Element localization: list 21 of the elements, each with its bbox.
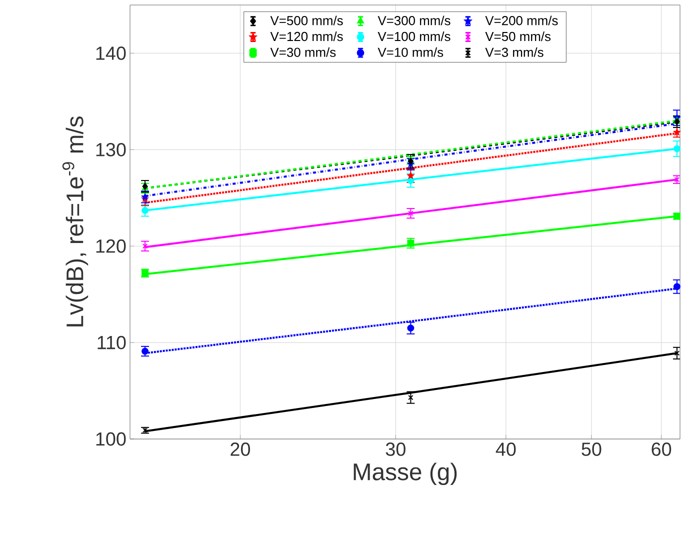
- y-axis-title: Lv(dB), ref=1e$^{-9}$ m/s: [62, 116, 88, 326]
- y-tick-label: 110: [98, 336, 126, 350]
- legend-label: V=120 mm/s: [270, 32, 343, 42]
- x-tick-label: 30: [386, 442, 406, 456]
- legend-label: V=500 mm/s: [270, 16, 343, 26]
- legend-label: V=30 mm/s: [270, 47, 336, 57]
- legend-label: V=3 mm/s: [485, 47, 544, 57]
- legend-label: V=200 mm/s: [485, 16, 558, 26]
- x-tick-label: 20: [230, 442, 250, 456]
- x-tick-label: 60: [652, 442, 672, 456]
- x-axis-title: Masse (g): [354, 462, 457, 486]
- legend-label: V=50 mm/s: [485, 32, 551, 42]
- x-tick-label: 40: [496, 442, 516, 456]
- y-tick-label: 100: [96, 432, 126, 446]
- y-tick-label: 120: [96, 239, 126, 253]
- y-tick-label: 140: [96, 46, 126, 60]
- legend-label: V=100 mm/s: [378, 32, 450, 42]
- x-tick-label: 50: [582, 442, 602, 456]
- legend-label: V=10 mm/s: [378, 47, 444, 57]
- y-tick-label: 130: [96, 142, 126, 156]
- legend-label: V=300 mm/s: [378, 16, 450, 26]
